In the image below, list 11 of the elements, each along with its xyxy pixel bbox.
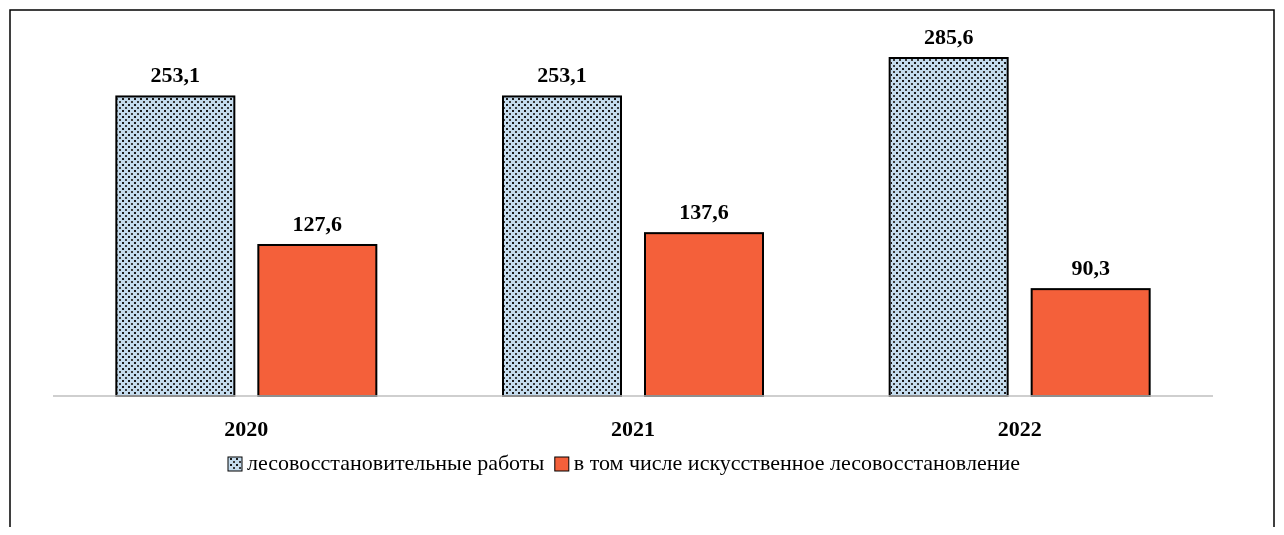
data-label: 253,1 xyxy=(537,62,587,88)
data-label: 253,1 xyxy=(150,62,201,88)
legend-label: в том числе искусственное лесовосстановление xyxy=(573,450,1020,475)
data-label: 137,6 xyxy=(679,199,729,225)
data-label: 127,6 xyxy=(292,210,343,236)
data-label: 90,3 xyxy=(1071,255,1110,281)
x-tick-label: 2021 xyxy=(611,416,655,441)
x-tick-label: 2020 xyxy=(224,416,269,441)
data-label: 285,6 xyxy=(923,24,974,49)
legend-label: лесовосстановительные работы xyxy=(247,450,545,475)
x-tick-label: 2022 xyxy=(997,416,1042,441)
